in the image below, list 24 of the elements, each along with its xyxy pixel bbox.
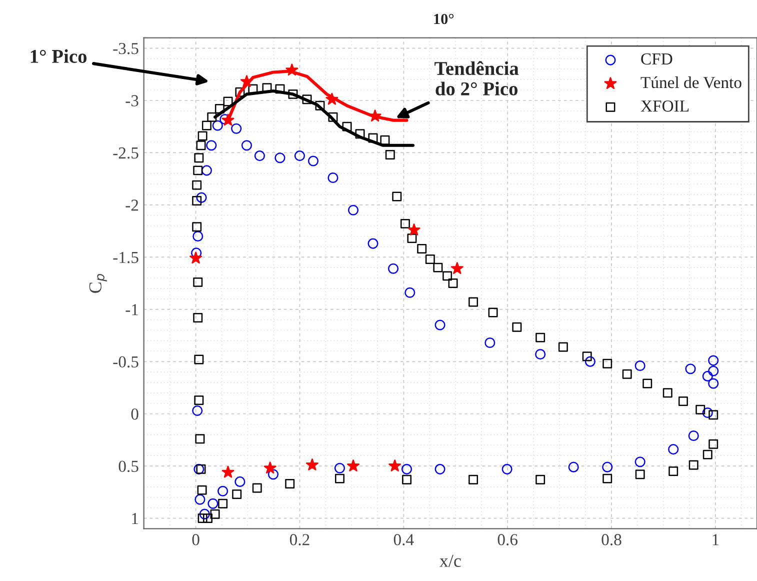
y-tick-label: -1.5 <box>113 252 138 264</box>
y-tick-label: -3 <box>126 95 138 106</box>
x-tick-label: 0.2 <box>290 534 310 546</box>
text: 10° <box>434 14 454 24</box>
x-tick-label: 0 <box>192 534 200 546</box>
legend-label: CFD <box>641 53 672 65</box>
y-axis-title: C$_{p}$ <box>89 274 107 293</box>
text: 1° Pico <box>30 49 87 63</box>
y-tick-label: -2 <box>126 200 138 211</box>
y-tick-label: -3.5 <box>113 42 138 54</box>
x-tick-label: 0.6 <box>498 534 518 546</box>
x-tick-label: 0.8 <box>602 534 622 546</box>
y-tick-label: 0.5 <box>118 460 138 472</box>
x-tick-label: 0.4 <box>394 534 414 546</box>
legend-label: XFOIL <box>640 100 689 112</box>
x-tick-label: 1 <box>712 534 719 546</box>
annotation: Tendência do 2° Pico <box>434 61 519 96</box>
y-tick-label: -0.5 <box>113 356 138 368</box>
y-tick-label: -2.5 <box>113 147 138 159</box>
y-tick-label: -1 <box>126 304 138 316</box>
y-tick-label: 1 <box>132 513 138 524</box>
x-axis-title: x/c <box>440 554 461 567</box>
legend-label: Túnel de Vento <box>640 76 742 88</box>
y-tick-label: 0 <box>131 408 138 420</box>
